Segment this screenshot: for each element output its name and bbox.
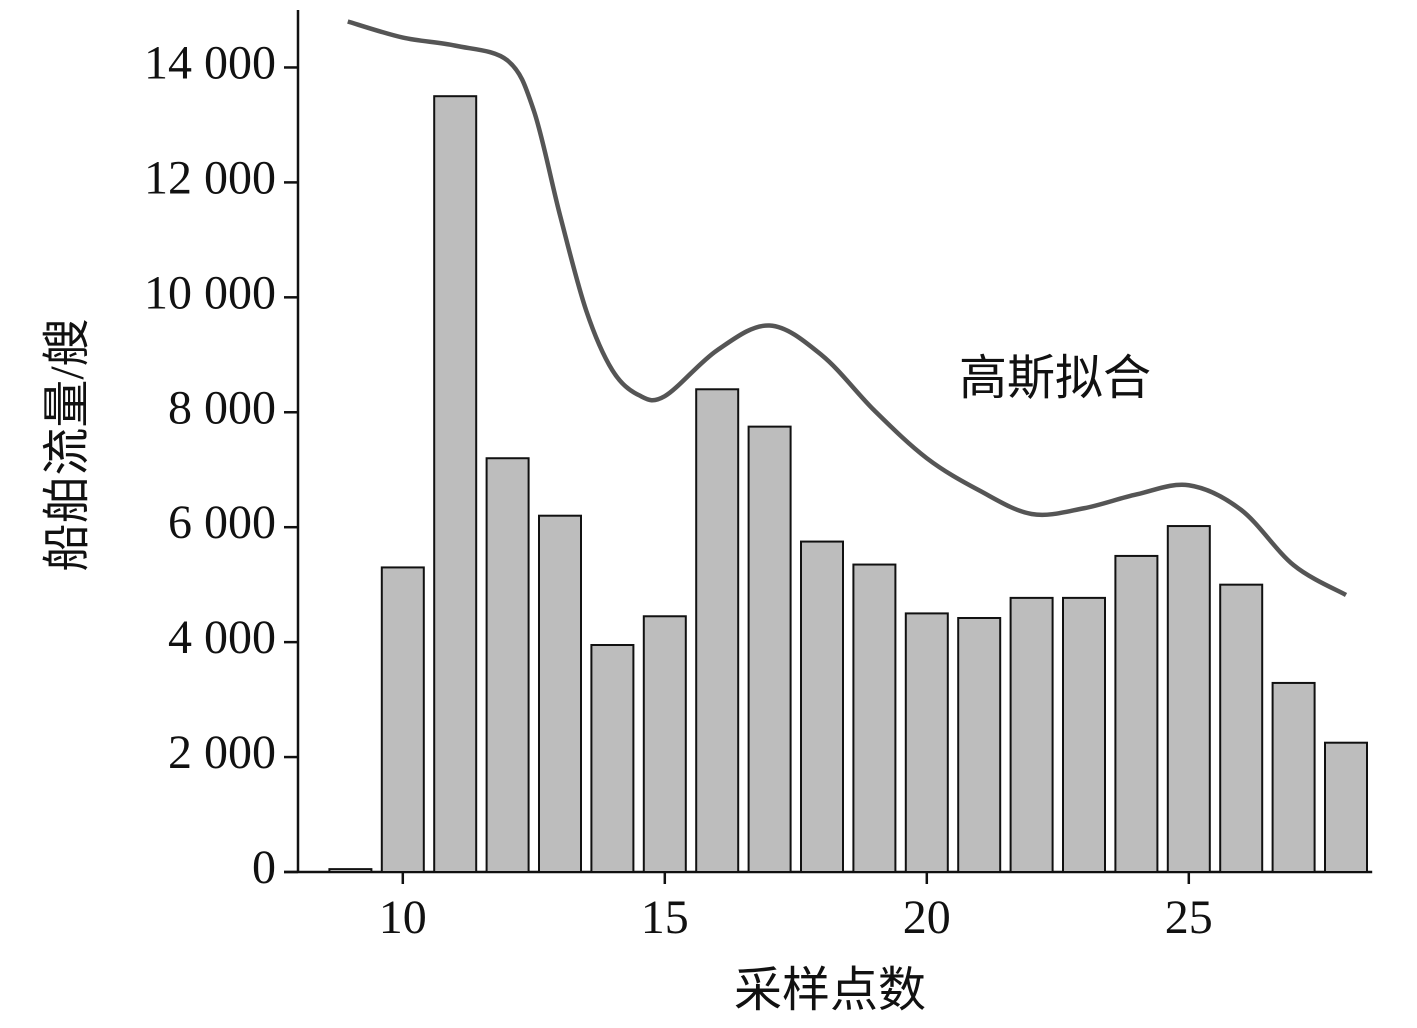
bar (1009, 596, 1054, 873)
x-tick-label: 20 (903, 891, 951, 944)
bar (538, 514, 582, 873)
bar (328, 868, 373, 873)
bar (1324, 741, 1368, 874)
bar (747, 425, 792, 873)
x-axis-label: 采样点数 (734, 964, 926, 1017)
bar (380, 566, 425, 874)
bar (1219, 583, 1264, 874)
y-tick-label: 8 000 (168, 381, 276, 434)
bar (957, 616, 1002, 873)
bar (852, 563, 897, 873)
bar (904, 612, 949, 874)
y-tick-label: 2 000 (168, 726, 276, 779)
bar (1166, 525, 1211, 873)
y-tick-label: 6 000 (168, 496, 276, 549)
bar (1114, 554, 1159, 874)
bar (1062, 596, 1106, 873)
bar (695, 388, 740, 873)
bar (1271, 681, 1316, 874)
bar (800, 540, 844, 873)
y-tick-label: 12 000 (144, 151, 276, 204)
x-tick-label: 15 (641, 891, 689, 944)
line-annotation: 高斯拟合 (959, 352, 1151, 405)
bar (590, 644, 635, 873)
x-tick-label: 25 (1165, 891, 1213, 944)
y-tick-label: 4 000 (168, 611, 276, 664)
bar (433, 95, 478, 873)
bar (642, 615, 687, 873)
x-tick-label: 10 (379, 891, 427, 944)
y-tick-label: 10 000 (144, 266, 276, 319)
y-tick-label: 0 (252, 841, 276, 894)
fit-line (347, 19, 1348, 597)
y-tick-label: 14 000 (144, 36, 276, 89)
bar (485, 457, 530, 873)
y-axis-label: 船舶流量/艘 (41, 318, 94, 571)
